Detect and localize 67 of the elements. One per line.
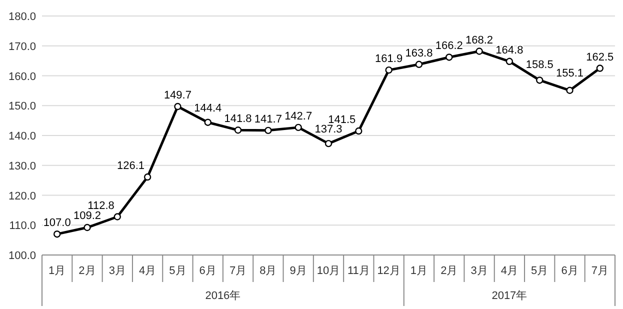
x-tick-label: 2月 xyxy=(78,265,96,277)
x-tick-label: 12月 xyxy=(377,265,400,277)
y-tick-label: 170.0 xyxy=(8,40,36,53)
point xyxy=(506,58,514,66)
y-tick-label: 130.0 xyxy=(8,160,36,172)
y-tick-label: 180.0 xyxy=(8,11,36,23)
x-tick-label: 2月 xyxy=(440,265,458,277)
x-tick-label: 11月 xyxy=(347,265,370,277)
x-tick-label: 10月 xyxy=(316,265,340,277)
x-tick-label: 3月 xyxy=(470,265,488,277)
x-tick-label: 5月 xyxy=(531,265,548,277)
x-tick-label: 6月 xyxy=(199,265,216,277)
data-label: 137.3 xyxy=(314,124,342,136)
y-tick-label: 160.0 xyxy=(8,70,36,83)
point xyxy=(476,48,483,55)
point xyxy=(174,102,182,110)
data-label: 161.9 xyxy=(375,53,403,66)
point xyxy=(355,127,362,135)
x-tick-label: 4月 xyxy=(500,265,518,277)
y-tick-label: 100.0 xyxy=(8,250,36,262)
data-label: 109.2 xyxy=(73,210,101,222)
point xyxy=(53,230,61,238)
point xyxy=(204,118,212,126)
point xyxy=(385,66,392,74)
x-tick-label: 1月 xyxy=(48,265,66,277)
data-label: 163.8 xyxy=(405,47,433,60)
data-label: 112.8 xyxy=(88,200,114,212)
y-tick-label: 120.0 xyxy=(8,190,36,202)
data-label: 126.1 xyxy=(117,160,145,172)
data-label: 141.7 xyxy=(254,113,282,126)
point xyxy=(114,213,121,220)
x-tick-label: 8月 xyxy=(260,265,277,277)
data-label: 158.5 xyxy=(526,58,554,71)
data-label: 162.5 xyxy=(586,51,614,64)
point xyxy=(84,224,91,232)
point xyxy=(144,173,152,181)
point xyxy=(536,76,544,84)
x-tick-label: 4月 xyxy=(138,265,156,277)
x-tick-label: 7月 xyxy=(229,265,247,277)
point xyxy=(264,126,272,134)
x-tick-label: 5月 xyxy=(169,265,186,277)
point xyxy=(415,60,423,68)
data-label: 144.4 xyxy=(194,102,222,114)
data-label: 166.2 xyxy=(435,40,463,52)
point xyxy=(324,140,332,148)
y-tick-label: 150.0 xyxy=(8,100,36,113)
data-label: 168.2 xyxy=(466,34,494,46)
point xyxy=(566,86,574,94)
data-label: 107.0 xyxy=(43,217,71,230)
y-tick-label: 110.0 xyxy=(9,220,36,232)
data-label: 164.8 xyxy=(496,44,524,56)
text: 2016年 xyxy=(205,290,241,302)
data-label: 141.8 xyxy=(224,113,252,126)
x-tick-label: 9月 xyxy=(290,265,307,277)
x-tick-label: 1月 xyxy=(410,265,428,277)
y-tick-label: 140.0 xyxy=(8,130,36,142)
x-tick-label: 7月 xyxy=(591,265,608,277)
point xyxy=(234,126,242,134)
point xyxy=(446,54,453,61)
point xyxy=(596,64,604,72)
data-label: 149.7 xyxy=(164,90,192,102)
data-label: 142.7 xyxy=(284,110,312,122)
point xyxy=(294,124,302,132)
data-label: 155.1 xyxy=(556,67,584,80)
x-tick-label: 3月 xyxy=(108,265,126,277)
x-tick-label: 6月 xyxy=(561,265,578,277)
text: 2017年 xyxy=(492,290,528,302)
